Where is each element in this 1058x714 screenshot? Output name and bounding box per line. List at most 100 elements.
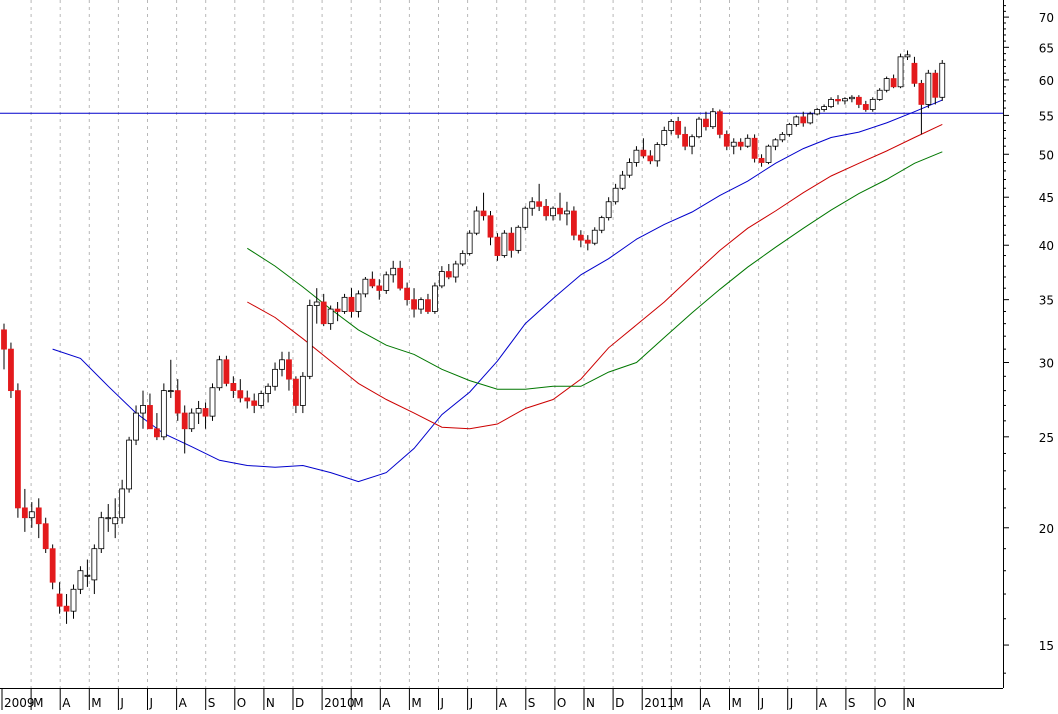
candle-body bbox=[21, 507, 28, 519]
candle-body bbox=[786, 124, 793, 135]
candle-body bbox=[550, 207, 556, 217]
candle-body bbox=[320, 301, 327, 325]
candle-body bbox=[772, 139, 779, 147]
candle-body bbox=[480, 210, 487, 217]
x-tick-label: M bbox=[673, 696, 683, 710]
x-tick-label: A bbox=[819, 696, 828, 710]
candle-body bbox=[348, 296, 355, 312]
candle-body bbox=[730, 141, 737, 147]
candle-body bbox=[140, 405, 146, 414]
y-tick-label: 30 bbox=[1039, 356, 1054, 370]
candle-body bbox=[411, 299, 417, 310]
x-tick-label: M bbox=[353, 696, 363, 710]
candle-body bbox=[591, 229, 598, 244]
candle-body bbox=[737, 141, 744, 147]
candle-body bbox=[494, 236, 501, 256]
candle-body bbox=[744, 137, 751, 147]
candle-body bbox=[42, 523, 49, 550]
candle-body bbox=[334, 308, 341, 312]
candle-body bbox=[376, 285, 383, 291]
candle-body bbox=[835, 99, 841, 102]
candle-body bbox=[14, 390, 21, 509]
candle-body bbox=[452, 263, 459, 278]
moving-average-60 bbox=[247, 151, 943, 390]
x-tick-label: N bbox=[266, 696, 275, 710]
y-tick-label: 65 bbox=[1039, 41, 1054, 55]
candle-body bbox=[543, 205, 549, 217]
candle-body bbox=[459, 253, 466, 265]
candle-body bbox=[473, 210, 480, 234]
candle-body bbox=[390, 267, 397, 276]
candle-body bbox=[397, 267, 404, 289]
moving-average-layer bbox=[52, 99, 943, 483]
candle-body bbox=[313, 301, 320, 306]
candle-body bbox=[327, 308, 334, 325]
x-tick-label: O bbox=[557, 696, 566, 710]
candle-body bbox=[77, 570, 84, 590]
candle-body bbox=[216, 359, 223, 389]
x-tick-label: M bbox=[732, 696, 742, 710]
y-tick-label: 50 bbox=[1039, 148, 1054, 162]
candle-body bbox=[230, 383, 237, 392]
candle-body bbox=[612, 187, 619, 203]
y-tick-label: 40 bbox=[1039, 239, 1054, 253]
candle-body bbox=[842, 98, 848, 102]
candle-body bbox=[98, 517, 105, 550]
candle-body bbox=[418, 299, 424, 310]
candle-body bbox=[299, 375, 306, 406]
x-tick-label: J bbox=[469, 696, 474, 710]
x-tick-label: J bbox=[149, 696, 154, 710]
candle-body bbox=[70, 588, 77, 612]
candle-body bbox=[265, 385, 272, 394]
candle-body bbox=[564, 210, 570, 215]
candle-body bbox=[251, 400, 258, 406]
candle-body bbox=[675, 120, 682, 135]
x-tick-label: A bbox=[382, 696, 391, 710]
candle-body bbox=[56, 593, 63, 607]
candle-body bbox=[723, 133, 730, 147]
candle-body bbox=[341, 296, 348, 312]
candle-body bbox=[438, 271, 445, 287]
candle-body bbox=[765, 145, 772, 163]
candle-body bbox=[369, 278, 376, 287]
candle-body bbox=[522, 207, 529, 228]
x-tick-label: D bbox=[615, 696, 624, 710]
candle-body bbox=[716, 111, 723, 135]
candle-body bbox=[529, 201, 536, 209]
candle-body bbox=[751, 137, 758, 159]
candle-body bbox=[91, 548, 98, 581]
candle-body bbox=[911, 62, 918, 84]
x-tick-label: D bbox=[295, 696, 304, 710]
candle-body bbox=[63, 605, 70, 612]
grid-layer bbox=[30, 0, 905, 688]
candle-body bbox=[515, 226, 522, 251]
candle-body bbox=[209, 387, 216, 417]
candle-body bbox=[425, 299, 431, 312]
candle-body bbox=[292, 378, 299, 406]
x-tick-label: M bbox=[411, 696, 421, 710]
candle-body bbox=[536, 201, 543, 207]
candle-body bbox=[306, 305, 313, 377]
candle-body bbox=[8, 348, 14, 392]
x-tick-label: A bbox=[702, 696, 711, 710]
candle-body bbox=[188, 412, 195, 430]
candle-body bbox=[112, 517, 119, 525]
y-tick-label: 25 bbox=[1039, 431, 1054, 445]
candle-body bbox=[626, 162, 633, 176]
candle-body bbox=[571, 210, 577, 236]
y-tick-layer: 15 20 25 30 35 40 45 50 55 60 65 70 bbox=[1039, 11, 1054, 653]
candle-body bbox=[84, 574, 91, 577]
candle-body bbox=[703, 118, 709, 128]
candle-body bbox=[167, 390, 174, 393]
x-tick-label: A bbox=[62, 696, 71, 710]
candle-body bbox=[696, 118, 702, 138]
candle-body bbox=[355, 293, 362, 312]
candle-body bbox=[689, 136, 695, 147]
candle-body bbox=[939, 62, 946, 98]
candle-body bbox=[272, 368, 278, 387]
candle-body bbox=[682, 133, 688, 147]
candle-body bbox=[862, 104, 869, 110]
x-tick-label: J bbox=[789, 696, 794, 710]
candle-body bbox=[828, 99, 834, 108]
